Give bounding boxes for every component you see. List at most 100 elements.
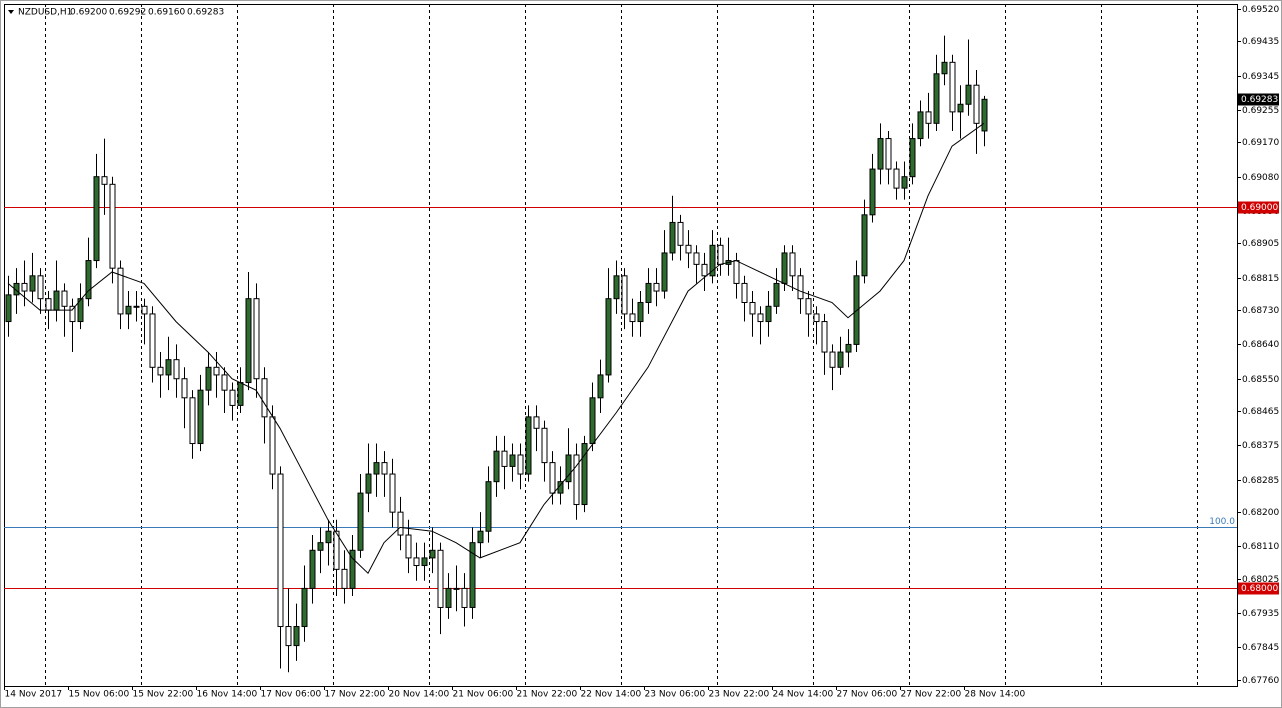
x-tick-label: 24 Nov 14:00 [773,690,834,700]
y-tick-label: 0.69255 [1242,106,1279,116]
candle-body [677,221,684,246]
candle-body [261,378,268,418]
candle-body [293,626,300,647]
candle-body [605,298,612,376]
candle-body [741,282,748,303]
candle-body [365,473,372,494]
y-tick-label: 0.68200 [1242,508,1279,518]
candle-body [205,366,212,391]
candle-body [797,275,804,300]
menu-triangle[interactable] [8,10,14,14]
candle-body [373,462,380,475]
candle-body [685,244,692,254]
candle-body [629,313,636,323]
candle-body [925,111,932,124]
candle-body [669,221,676,254]
candle-body [77,298,84,323]
header-low: 0.69160 [148,8,185,18]
candle-body [981,98,988,132]
candle-body [45,298,52,311]
candle-body [341,568,348,589]
x-tick-label: 23 Nov 22:00 [709,690,770,700]
candle-body [701,263,708,277]
candle-body [165,359,172,376]
candle-body [381,462,388,475]
candle-body [477,530,484,544]
header-close: 0.69283 [187,8,224,18]
candle-body [125,305,132,315]
y-tick-label: 0.68025 [1242,575,1279,585]
candle-body [525,416,532,475]
y-tick-label: 0.68375 [1242,441,1279,451]
x-tick-label: 20 Nov 14:00 [389,690,450,700]
candle-body [901,176,908,189]
candle-body [277,473,284,628]
candle-body [493,450,500,483]
x-tick-label: 23 Nov 06:00 [645,690,706,700]
candle-body [333,530,340,570]
candle-body [893,168,900,189]
x-tick-label: 15 Nov 22:00 [133,690,194,700]
level-label: 100.0 [1209,517,1235,527]
candle-body [461,587,468,608]
candle-body [117,267,124,315]
candle-body [773,282,780,307]
y-tick-label: 0.68465 [1242,407,1279,417]
x-tick-label: 27 Nov 22:00 [901,690,962,700]
candle-body [37,275,44,300]
x-tick-label: 22 Nov 14:00 [581,690,642,700]
y-tick-label: 0.69435 [1242,37,1279,47]
x-tick-label: 21 Nov 22:00 [517,690,578,700]
candle-body [349,549,356,589]
moving-average [7,122,985,575]
candle-body [933,73,940,124]
candle-body [597,374,604,399]
y-tick-label: 0.68110 [1242,542,1279,552]
x-tick-label: 15 Nov 06:00 [69,690,130,700]
candle-body [485,481,492,532]
candle-body [877,138,884,170]
candle-body [229,389,236,406]
candle-body [309,549,316,589]
level-price-label: 0.69000 [1241,203,1278,213]
candle-body [837,351,844,368]
candle-body [661,252,668,292]
candle-body [645,282,652,303]
candle-body [789,252,796,277]
y-tick-label: 0.68730 [1242,306,1279,316]
y-tick-label: 0.68550 [1242,375,1279,385]
x-tick-label: 17 Nov 22:00 [325,690,386,700]
candle-body [61,290,68,307]
y-tick-label: 0.67845 [1242,643,1279,653]
candle-body [53,290,60,311]
y-tick-label: 0.67935 [1242,609,1279,619]
y-tick-label: 0.69170 [1242,138,1279,148]
candle-body [733,260,740,284]
candle-body [637,301,644,323]
x-tick-label: 27 Nov 06:00 [837,690,898,700]
candle-body [653,282,660,292]
candle-body [245,298,252,384]
candle-body [813,313,820,323]
candle-body [437,549,444,608]
candle-body [397,511,404,536]
y-tick-label: 0.68905 [1242,239,1279,249]
candle-body [717,244,724,265]
candle-body [621,275,628,315]
y-tick-label: 0.69345 [1242,72,1279,82]
x-tick-label: 21 Nov 06:00 [453,690,514,700]
candle-body [13,282,20,296]
candle-body [421,557,428,567]
candle-body [573,454,580,506]
candle-body [301,587,308,628]
y-tick-label: 0.67760 [1242,676,1279,686]
candle-body [965,84,972,105]
candle-body [453,587,460,590]
candle-body [157,366,164,376]
candle-body [821,321,828,353]
candle-body [949,61,956,113]
candle-body [141,305,148,315]
candle-body [517,454,524,475]
